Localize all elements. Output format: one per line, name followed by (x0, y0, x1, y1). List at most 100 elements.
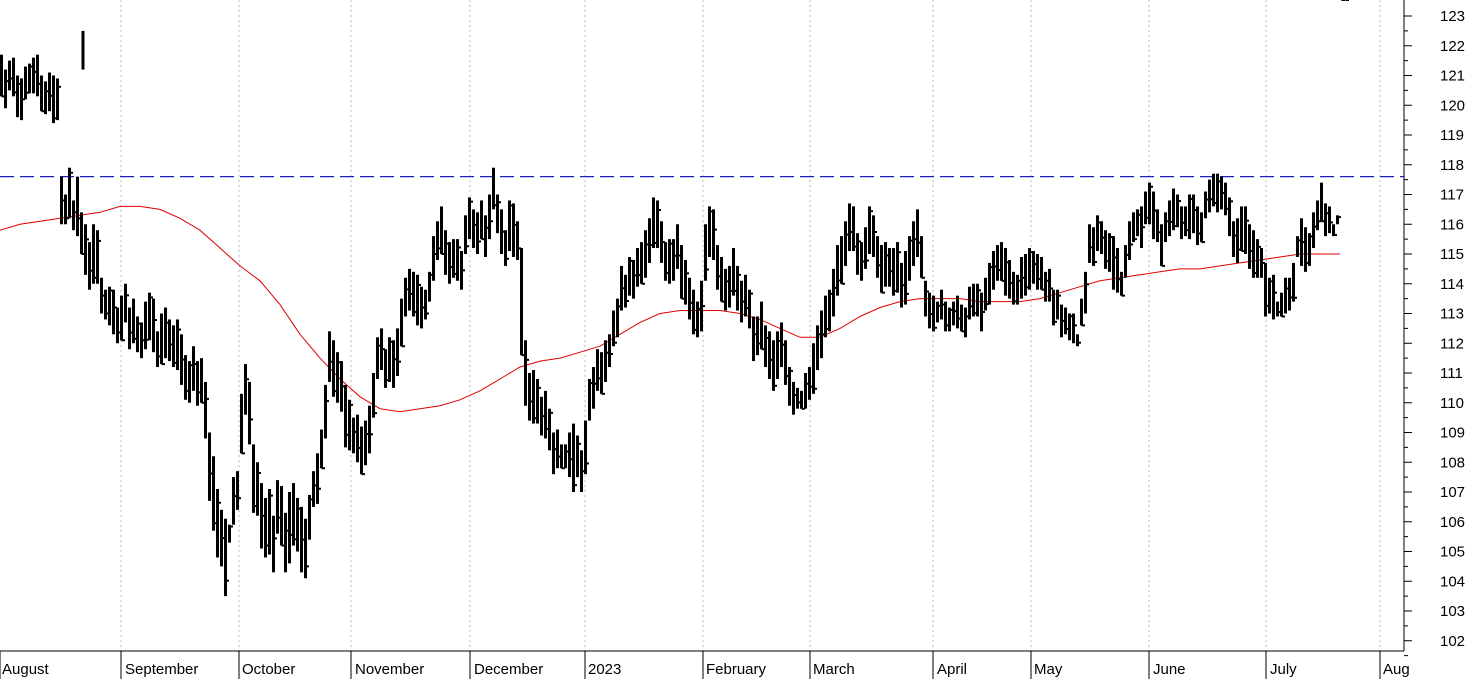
y-tick-label: 121 (1440, 68, 1465, 85)
price-bar (416, 274, 421, 326)
price-bar (1076, 334, 1081, 347)
y-tick-label: 122 (1440, 38, 1465, 55)
price-bar (656, 200, 661, 249)
price-bar (812, 343, 817, 394)
price-bar (1280, 292, 1285, 318)
price-bar (468, 197, 473, 240)
price-bar (536, 378, 541, 424)
price-bar (268, 489, 273, 555)
price-bar (1160, 224, 1165, 267)
price-bar (1052, 289, 1057, 326)
x-tick-label: September (125, 661, 198, 678)
price-bar (924, 280, 929, 317)
y-tick-label: 109 (1440, 425, 1465, 442)
price-bar (1328, 206, 1333, 234)
price-bar (704, 224, 709, 281)
price-bars (0, 0, 1349, 597)
price-bar (868, 206, 873, 254)
price-bar (236, 471, 241, 510)
price-bar (976, 283, 981, 317)
x-tick-label: August (2, 661, 50, 678)
price-bar (524, 340, 529, 406)
price-bar (920, 236, 925, 279)
price-bar (1056, 289, 1061, 320)
y-tick-label: 114 (1440, 276, 1464, 293)
price-bar (872, 215, 877, 257)
price-bar (488, 194, 493, 240)
price-bar (96, 230, 101, 284)
price-bar (368, 405, 373, 454)
price-bar (424, 289, 429, 320)
price-bar (1256, 239, 1261, 278)
y-tick-label: 103 (1440, 603, 1465, 620)
y-tick-label: 118 (1440, 157, 1464, 174)
y-tick-label: 112 (1440, 335, 1464, 352)
price-bar (240, 393, 245, 455)
price-bar (152, 298, 157, 353)
y-tick-label: 113 (1440, 306, 1464, 323)
price-bar (1148, 182, 1153, 225)
price-bar (124, 283, 129, 323)
y-tick-label: 116 (1440, 216, 1464, 233)
y-tick-label: 123 (1440, 8, 1465, 25)
price-bar (788, 367, 793, 406)
price-bar (640, 242, 645, 285)
price-bar (736, 265, 741, 311)
x-tick-label: November (355, 661, 424, 678)
price-bar (608, 334, 613, 368)
price-bar (204, 381, 209, 439)
price-bar (372, 373, 377, 418)
price-bar (684, 259, 689, 305)
price-bar (476, 212, 481, 254)
price-bar (1140, 206, 1145, 249)
price-bar (160, 313, 165, 366)
price-bar (120, 295, 125, 342)
y-tick-label: 117 (1440, 187, 1464, 204)
price-bar (84, 224, 89, 275)
y-tick-label: 106 (1440, 514, 1465, 531)
axes (0, 0, 1405, 652)
price-bar (320, 429, 325, 470)
y-tick-label: 102 (1440, 633, 1465, 650)
price-bar (624, 274, 629, 308)
price-bar (1048, 268, 1053, 302)
x-axis-ticks: August September October November December 20… (0, 651, 1410, 679)
price-bar (244, 364, 249, 415)
price-bar (840, 236, 845, 285)
price-bar (1176, 194, 1181, 228)
price-bar (56, 78, 61, 121)
y-tick-label: 120 (1440, 97, 1465, 114)
y-tick-label: 110 (1440, 395, 1464, 412)
price-bar (176, 319, 181, 371)
price-bar (1072, 313, 1077, 344)
price-bar (248, 381, 253, 445)
x-tick-label: March (813, 661, 855, 678)
x-tick-label: October (242, 661, 295, 678)
price-bar (496, 194, 501, 234)
x-tick-label: December (474, 661, 543, 678)
price-bar (1292, 262, 1297, 302)
price-bar (304, 518, 309, 579)
price-bar (1272, 274, 1277, 320)
price-bar (224, 518, 229, 597)
price-bar (316, 453, 321, 504)
y-tick-label: 108 (1440, 454, 1465, 471)
price-bar (772, 340, 777, 391)
x-tick-label: Aug (1383, 661, 1410, 678)
price-bar (1080, 298, 1085, 327)
price-bar (572, 423, 577, 492)
price-bar (272, 515, 277, 573)
y-tick-label: 111 (1440, 365, 1463, 382)
y-tick-label: 105 (1440, 544, 1465, 561)
price-bar (216, 489, 221, 558)
price-bar (576, 435, 581, 478)
price-bar (896, 242, 901, 293)
x-tick-label: June (1153, 661, 1186, 678)
x-tick-label: 2023 (588, 661, 621, 678)
price-bar (856, 233, 861, 275)
price-bar (1200, 212, 1205, 244)
price-bar (148, 292, 153, 341)
price-bar (396, 328, 401, 376)
price-bar (880, 245, 885, 294)
